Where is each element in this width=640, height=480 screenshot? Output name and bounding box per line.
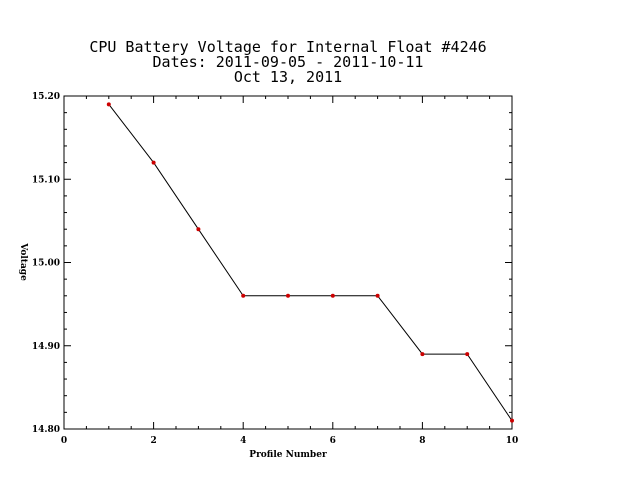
x-tick-label: 2: [150, 436, 156, 446]
data-point: [106, 102, 111, 107]
y-tick-label: 15.10: [32, 175, 60, 185]
y-tick-label: 14.80: [32, 425, 60, 435]
x-axis-label: Profile Number: [249, 450, 327, 460]
axis-ticks: [63, 95, 513, 430]
data-point: [241, 293, 246, 298]
x-tick-label: 6: [330, 436, 336, 446]
x-tick-label: 4: [240, 436, 246, 446]
data-point: [375, 293, 380, 298]
series-line: [108, 103, 513, 421]
data-points: [106, 102, 514, 423]
data-point: [465, 352, 470, 357]
chart-title-line-3: Oct 13, 2011: [233, 68, 343, 86]
data-point: [151, 160, 156, 165]
data-point: [510, 418, 514, 423]
tick-labels: 0 2 4 6 8 10 14.80 14.90 15.00 15.10 15.20: [32, 92, 518, 446]
x-tick-label: 10: [506, 436, 519, 446]
plot-frame: [63, 95, 513, 430]
x-tick-label: 8: [419, 436, 425, 446]
data-point: [286, 293, 290, 298]
chart-title-line-1: CPU Battery Voltage for Internal Float #…: [89, 38, 487, 56]
x-tick-label: 0: [61, 436, 67, 446]
y-tick-label: 15.00: [32, 259, 60, 269]
y-tick-label: 14.90: [32, 342, 60, 352]
y-axis-label: Voltage: [18, 242, 28, 281]
chart-title-line-2: Dates: 2011-09-05 - 2011-10-11: [152, 53, 424, 71]
data-point: [420, 352, 425, 357]
data-point: [330, 293, 335, 298]
y-tick-label: 15.20: [32, 92, 60, 102]
data-point: [196, 227, 201, 232]
